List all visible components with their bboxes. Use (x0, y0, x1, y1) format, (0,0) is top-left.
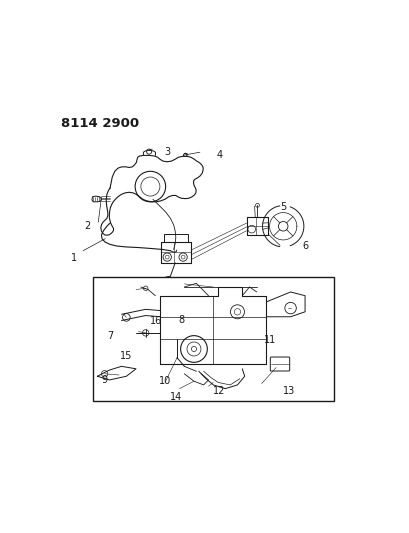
Text: 5: 5 (279, 202, 285, 212)
Text: 11: 11 (263, 335, 276, 345)
Text: 7: 7 (107, 331, 113, 341)
Text: 13: 13 (283, 386, 295, 397)
Text: 15: 15 (119, 351, 132, 361)
Text: 16: 16 (149, 316, 162, 326)
Text: 8114 2900: 8114 2900 (61, 117, 139, 130)
Text: 1: 1 (71, 253, 77, 263)
Text: 4: 4 (216, 150, 222, 160)
Text: 14: 14 (170, 392, 182, 402)
Text: 9: 9 (101, 375, 107, 385)
Text: 8: 8 (178, 315, 184, 325)
Text: 12: 12 (213, 386, 225, 397)
Text: 6: 6 (301, 241, 308, 251)
Text: 2: 2 (84, 221, 91, 231)
Text: 3: 3 (164, 147, 170, 157)
Text: 10: 10 (158, 376, 171, 386)
Bar (92, 277, 333, 401)
